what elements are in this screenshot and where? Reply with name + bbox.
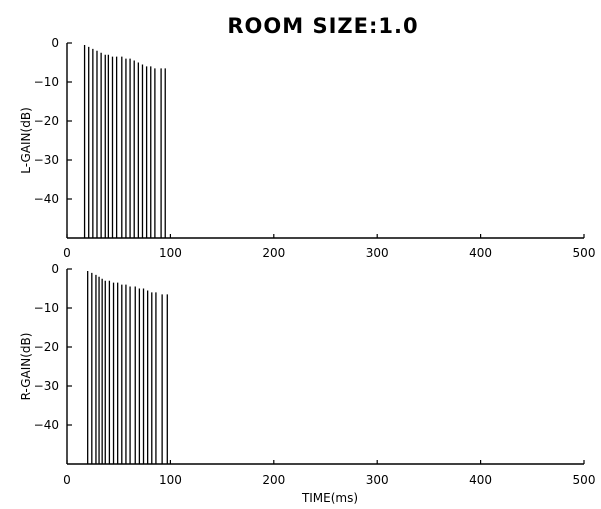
x-tick-label: 300 xyxy=(366,473,389,487)
x-tick-label: 400 xyxy=(469,473,492,487)
panel-right-gain: 0 −10 −20 −30 −40 0 100 200 300 400 500 R-GAIN(dB) xyxy=(19,262,595,487)
y-tick-label: −40 xyxy=(34,418,59,432)
x-tick-label: 500 xyxy=(573,246,596,260)
chart-title: ROOM SIZE:1.0 xyxy=(227,14,418,38)
x-tick-label: 0 xyxy=(63,473,71,487)
x-axis-label: TIME(ms) xyxy=(301,491,358,505)
x-tick-label: 500 xyxy=(573,473,596,487)
y-tick-label: −30 xyxy=(34,153,59,167)
y-tick-label: −40 xyxy=(34,192,59,206)
panel-left-gain: 0 −10 −20 −30 −40 0 100 200 300 400 500 L-GAIN(dB) xyxy=(19,36,595,260)
x-tick-label: 0 xyxy=(63,246,71,260)
x-tick-label: 100 xyxy=(159,473,182,487)
y-axis-label: L-GAIN(dB) xyxy=(19,107,33,173)
x-tick-label: 200 xyxy=(262,473,285,487)
y-tick-label: −30 xyxy=(34,379,59,393)
y-tick-label: 0 xyxy=(51,262,59,276)
y-tick-label: −10 xyxy=(34,75,59,89)
x-tick-label: 100 xyxy=(159,246,182,260)
x-tick-label: 300 xyxy=(366,246,389,260)
y-axis-label: R-GAIN(dB) xyxy=(19,333,33,401)
y-tick-label: −20 xyxy=(34,114,59,128)
x-tick-label: 400 xyxy=(469,246,492,260)
y-tick-label: −20 xyxy=(34,340,59,354)
x-tick-label: 200 xyxy=(262,246,285,260)
y-tick-label: 0 xyxy=(51,36,59,50)
y-tick-label: −10 xyxy=(34,301,59,315)
